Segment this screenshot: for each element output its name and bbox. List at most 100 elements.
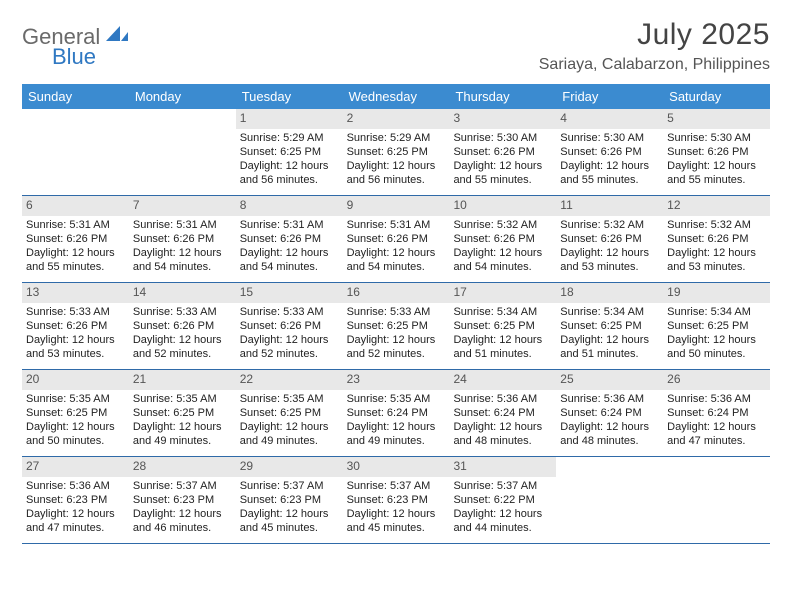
weekday-header: Thursday — [449, 84, 556, 109]
sunrise-line: Sunrise: 5:36 AM — [26, 479, 125, 493]
day-number: 29 — [236, 457, 343, 477]
daylight-line: Daylight: 12 hours and 56 minutes. — [240, 159, 339, 188]
sunrise-line: Sunrise: 5:31 AM — [240, 218, 339, 232]
day-number: 16 — [343, 283, 450, 303]
sunset-line: Sunset: 6:26 PM — [560, 232, 659, 246]
day-cell: 20Sunrise: 5:35 AMSunset: 6:25 PMDayligh… — [22, 370, 129, 456]
sunrise-line: Sunrise: 5:30 AM — [453, 131, 552, 145]
daylight-line: Daylight: 12 hours and 53 minutes. — [667, 246, 766, 275]
sunset-line: Sunset: 6:26 PM — [26, 319, 125, 333]
day-cell: 26Sunrise: 5:36 AMSunset: 6:24 PMDayligh… — [663, 370, 770, 456]
day-cell: 6Sunrise: 5:31 AMSunset: 6:26 PMDaylight… — [22, 196, 129, 282]
day-body: Sunrise: 5:33 AMSunset: 6:26 PMDaylight:… — [129, 303, 236, 366]
day-body: Sunrise: 5:33 AMSunset: 6:26 PMDaylight:… — [22, 303, 129, 366]
sunset-line: Sunset: 6:23 PM — [26, 493, 125, 507]
sunset-line: Sunset: 6:26 PM — [240, 232, 339, 246]
sunrise-line: Sunrise: 5:37 AM — [453, 479, 552, 493]
sunrise-line: Sunrise: 5:29 AM — [347, 131, 446, 145]
day-number: 21 — [129, 370, 236, 390]
weekday-header: Wednesday — [343, 84, 450, 109]
day-cell: 24Sunrise: 5:36 AMSunset: 6:24 PMDayligh… — [449, 370, 556, 456]
day-cell: 28Sunrise: 5:37 AMSunset: 6:23 PMDayligh… — [129, 457, 236, 543]
sunrise-line: Sunrise: 5:36 AM — [560, 392, 659, 406]
sunrise-line: Sunrise: 5:37 AM — [347, 479, 446, 493]
weekday-header-row: SundayMondayTuesdayWednesdayThursdayFrid… — [22, 84, 770, 109]
daylight-line: Daylight: 12 hours and 54 minutes. — [347, 246, 446, 275]
day-body: Sunrise: 5:32 AMSunset: 6:26 PMDaylight:… — [663, 216, 770, 279]
sunrise-line: Sunrise: 5:34 AM — [560, 305, 659, 319]
day-body: Sunrise: 5:35 AMSunset: 6:25 PMDaylight:… — [236, 390, 343, 453]
daylight-line: Daylight: 12 hours and 44 minutes. — [453, 507, 552, 536]
location-subtitle: Sariaya, Calabarzon, Philippines — [539, 56, 770, 74]
daylight-line: Daylight: 12 hours and 54 minutes. — [133, 246, 232, 275]
week-row: 13Sunrise: 5:33 AMSunset: 6:26 PMDayligh… — [22, 283, 770, 370]
calendar-grid: SundayMondayTuesdayWednesdayThursdayFrid… — [22, 84, 770, 544]
sunset-line: Sunset: 6:24 PM — [560, 406, 659, 420]
day-number: 7 — [129, 196, 236, 216]
day-body: Sunrise: 5:34 AMSunset: 6:25 PMDaylight:… — [449, 303, 556, 366]
day-cell: 12Sunrise: 5:32 AMSunset: 6:26 PMDayligh… — [663, 196, 770, 282]
brand-text-blue: Blue — [52, 44, 96, 70]
day-cell: 27Sunrise: 5:36 AMSunset: 6:23 PMDayligh… — [22, 457, 129, 543]
sunset-line: Sunset: 6:25 PM — [560, 319, 659, 333]
day-cell: 23Sunrise: 5:35 AMSunset: 6:24 PMDayligh… — [343, 370, 450, 456]
day-number: 25 — [556, 370, 663, 390]
weekday-header: Friday — [556, 84, 663, 109]
day-number — [129, 109, 236, 129]
day-cell: 13Sunrise: 5:33 AMSunset: 6:26 PMDayligh… — [22, 283, 129, 369]
sunrise-line: Sunrise: 5:33 AM — [240, 305, 339, 319]
day-number — [22, 109, 129, 129]
day-number: 2 — [343, 109, 450, 129]
daylight-line: Daylight: 12 hours and 54 minutes. — [453, 246, 552, 275]
weeks-container: 1Sunrise: 5:29 AMSunset: 6:25 PMDaylight… — [22, 109, 770, 544]
sunset-line: Sunset: 6:23 PM — [240, 493, 339, 507]
day-body: Sunrise: 5:37 AMSunset: 6:23 PMDaylight:… — [343, 477, 450, 540]
sunset-line: Sunset: 6:25 PM — [347, 145, 446, 159]
daylight-line: Daylight: 12 hours and 50 minutes. — [667, 333, 766, 362]
daylight-line: Daylight: 12 hours and 55 minutes. — [560, 159, 659, 188]
week-row: 6Sunrise: 5:31 AMSunset: 6:26 PMDaylight… — [22, 196, 770, 283]
sunrise-line: Sunrise: 5:35 AM — [240, 392, 339, 406]
day-cell: 14Sunrise: 5:33 AMSunset: 6:26 PMDayligh… — [129, 283, 236, 369]
sunset-line: Sunset: 6:26 PM — [347, 232, 446, 246]
daylight-line: Daylight: 12 hours and 55 minutes. — [453, 159, 552, 188]
day-body: Sunrise: 5:35 AMSunset: 6:25 PMDaylight:… — [22, 390, 129, 453]
day-number: 5 — [663, 109, 770, 129]
daylight-line: Daylight: 12 hours and 55 minutes. — [26, 246, 125, 275]
daylight-line: Daylight: 12 hours and 50 minutes. — [26, 420, 125, 449]
sunrise-line: Sunrise: 5:33 AM — [26, 305, 125, 319]
day-number: 23 — [343, 370, 450, 390]
day-cell: 1Sunrise: 5:29 AMSunset: 6:25 PMDaylight… — [236, 109, 343, 195]
day-number: 20 — [22, 370, 129, 390]
day-number: 15 — [236, 283, 343, 303]
day-body: Sunrise: 5:37 AMSunset: 6:22 PMDaylight:… — [449, 477, 556, 540]
day-body: Sunrise: 5:34 AMSunset: 6:25 PMDaylight:… — [663, 303, 770, 366]
day-number: 4 — [556, 109, 663, 129]
day-body: Sunrise: 5:32 AMSunset: 6:26 PMDaylight:… — [556, 216, 663, 279]
sunrise-line: Sunrise: 5:31 AM — [26, 218, 125, 232]
sunset-line: Sunset: 6:24 PM — [347, 406, 446, 420]
day-cell: 25Sunrise: 5:36 AMSunset: 6:24 PMDayligh… — [556, 370, 663, 456]
daylight-line: Daylight: 12 hours and 55 minutes. — [667, 159, 766, 188]
day-body: Sunrise: 5:36 AMSunset: 6:24 PMDaylight:… — [449, 390, 556, 453]
sunset-line: Sunset: 6:22 PM — [453, 493, 552, 507]
day-cell: 15Sunrise: 5:33 AMSunset: 6:26 PMDayligh… — [236, 283, 343, 369]
empty-day-cell — [129, 109, 236, 195]
week-row: 1Sunrise: 5:29 AMSunset: 6:25 PMDaylight… — [22, 109, 770, 196]
day-cell: 11Sunrise: 5:32 AMSunset: 6:26 PMDayligh… — [556, 196, 663, 282]
day-body: Sunrise: 5:36 AMSunset: 6:23 PMDaylight:… — [22, 477, 129, 540]
day-cell: 10Sunrise: 5:32 AMSunset: 6:26 PMDayligh… — [449, 196, 556, 282]
day-body: Sunrise: 5:29 AMSunset: 6:25 PMDaylight:… — [343, 129, 450, 192]
daylight-line: Daylight: 12 hours and 45 minutes. — [347, 507, 446, 536]
weekday-header: Saturday — [663, 84, 770, 109]
sunrise-line: Sunrise: 5:34 AM — [667, 305, 766, 319]
day-body: Sunrise: 5:35 AMSunset: 6:24 PMDaylight:… — [343, 390, 450, 453]
empty-day-cell — [663, 457, 770, 543]
header: General Blue July 2025 Sariaya, Calabarz… — [22, 18, 770, 74]
day-body: Sunrise: 5:33 AMSunset: 6:26 PMDaylight:… — [236, 303, 343, 366]
sunrise-line: Sunrise: 5:29 AM — [240, 131, 339, 145]
day-cell: 4Sunrise: 5:30 AMSunset: 6:26 PMDaylight… — [556, 109, 663, 195]
weekday-header: Tuesday — [236, 84, 343, 109]
empty-day-cell — [22, 109, 129, 195]
sunrise-line: Sunrise: 5:36 AM — [667, 392, 766, 406]
